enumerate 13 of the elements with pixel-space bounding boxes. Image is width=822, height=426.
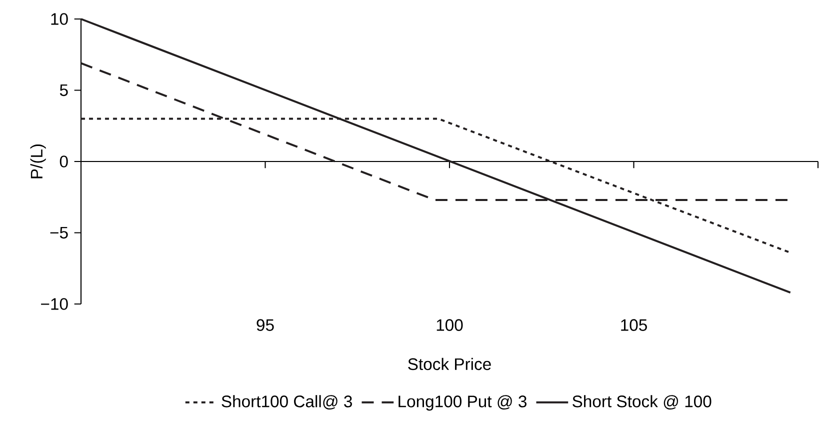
legend-label: Long100 Put @ 3 [398,395,526,411]
x-tick-label: 95 [256,319,274,331]
y-tick-label: −5 [50,226,68,239]
y-axis-title: P/(L) [30,144,46,178]
x-tick-label: 100 [436,319,463,331]
x-tick-label: 105 [621,319,647,331]
y-tick-label: 5 [60,84,68,96]
legend-label: Short Stock @ 100 [572,395,712,410]
y-tick-label: −10 [41,298,68,310]
y-tick-label: 0 [60,156,68,168]
legend-label: Short100 Call@ 3 [222,395,352,410]
x-axis-title: Stock Price [408,358,491,370]
y-tick-label: 10 [51,13,68,25]
